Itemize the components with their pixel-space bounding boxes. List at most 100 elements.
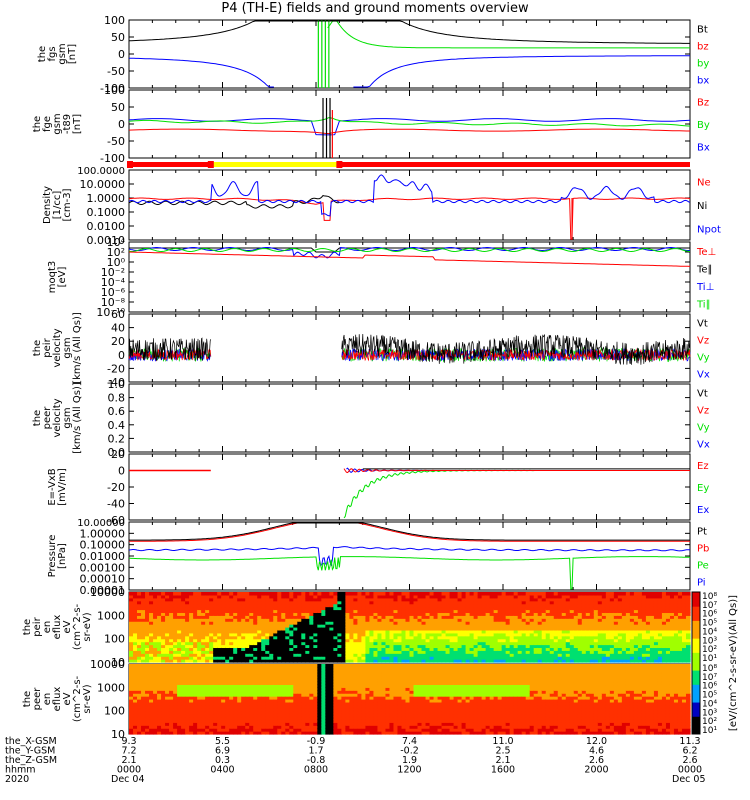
peir_spec-pixel (369, 606, 375, 611)
peir_spec-pixel (577, 653, 583, 657)
peir_spec-pixel (333, 659, 338, 663)
peer_spec-pixel (205, 687, 210, 691)
peir_spec-pixel (269, 624, 274, 628)
peir_spec-pixel (417, 638, 423, 643)
peir_spec-pixel (377, 650, 383, 654)
peir_spec-pixel (473, 624, 479, 628)
peir_spec-pixel (429, 627, 435, 631)
peir_spec-pixel (605, 629, 611, 634)
peir_spec-pixel (669, 641, 675, 646)
peer_spec-ytick-label: 10000 (90, 658, 125, 671)
peer_spec-pixel (149, 731, 154, 735)
peir_spec-pixel (409, 627, 415, 631)
peir_spec-pixel (453, 609, 459, 614)
peir_spec-pixel (453, 592, 459, 596)
peir_spec-pixel (133, 594, 138, 599)
peir_spec-pixel (301, 629, 306, 634)
peir_spec-pixel (621, 606, 627, 611)
peir_spec-pixel (673, 618, 679, 622)
peer_spec-pixel (245, 684, 250, 688)
peir_spec-pixel (233, 618, 238, 622)
peir_spec-pixel (409, 597, 415, 602)
peir_spec-pixel (301, 594, 306, 599)
peir_spec-pixel (245, 653, 250, 657)
peer_spec-pixel (185, 707, 190, 712)
peir_spec-pixel (685, 597, 691, 602)
peir_spec-pixel (657, 629, 663, 634)
peer_spec-pixel (249, 719, 254, 723)
peir_spec-pixel (433, 609, 439, 614)
peir_spec-pixel (373, 629, 379, 634)
peir_spec-pixel (633, 653, 639, 657)
peer_spec-pixel (233, 701, 238, 706)
peir_spec-pixel (513, 629, 519, 634)
peir_spec-pixel (601, 638, 607, 643)
peir_spec-pixel (677, 650, 683, 654)
peir_spec-pixel (389, 592, 395, 596)
peer_spec-pixel (197, 731, 202, 735)
peer_spec-pixel (173, 684, 178, 688)
peer_spec-pixel (133, 693, 138, 697)
peir_spec-pixel (589, 629, 595, 634)
peir_spec-pixel (293, 600, 298, 605)
peir_spec-pixel (621, 594, 627, 599)
peir_spec-pixel (261, 612, 266, 616)
peir_spec-pixel (289, 612, 294, 616)
peir_spec-pixel (665, 647, 671, 651)
peer_spec-pixel (257, 669, 262, 674)
peir_spec-pixel (225, 612, 230, 616)
peir_spec-pixel (477, 597, 483, 602)
peir_spec-pixel (441, 621, 447, 625)
peir_spec-pixel (377, 629, 383, 634)
peir_spec-pixel (293, 621, 298, 625)
peir_spec-pixel (317, 606, 322, 611)
peir_spec-pixel (609, 647, 615, 651)
peer_spec-pixel (229, 722, 234, 726)
peer_spec-pixel (141, 725, 146, 729)
peir_spec-pixel (537, 629, 543, 634)
peir_spec-pixel (257, 650, 262, 654)
peer_spec-pixel (229, 666, 234, 671)
peer_spec-pixel (145, 669, 150, 674)
peir_spec-pixel (413, 650, 419, 654)
peir_spec-pixel (169, 638, 174, 643)
pressure-panel-frame (128, 521, 691, 591)
peir_spec-pixel (521, 641, 527, 646)
peir_spec-pixel (369, 650, 375, 654)
efield-ytick-label: -20 (107, 481, 125, 494)
peir_spec-pixel (437, 600, 443, 605)
peir_spec-pixel (597, 621, 603, 625)
peir_spec-pixel (597, 609, 603, 614)
peir_spec-pixel (253, 592, 258, 596)
peir_spec-pixel (285, 606, 290, 611)
peir_spec-pixel (629, 597, 635, 602)
peir_spec-pixel (541, 624, 547, 628)
peir_spec-pixel (465, 635, 471, 640)
peir_spec-pixel (281, 603, 286, 608)
peer_spec-pixel (173, 722, 178, 726)
peir_spec-pixel (149, 609, 154, 614)
peir_spec-pixel (405, 627, 411, 631)
peir_spec-pixel (625, 600, 631, 605)
peer_spec-pixel (149, 707, 154, 712)
peir_spec-pixel (477, 612, 483, 616)
peer_spec-pixel (245, 731, 250, 735)
peir_spec-pixel (557, 644, 563, 649)
peir_spec-pixel (541, 641, 547, 646)
peir_spec-pixel (657, 592, 663, 596)
peer_spec-pixel (153, 716, 158, 721)
peir_spec-pixel (501, 632, 507, 637)
peir_spec-pixel (341, 624, 346, 628)
peer_spec-pixel (181, 716, 186, 721)
peer_spec-pixel (225, 681, 230, 686)
peir_spec-pixel (153, 603, 158, 608)
peer_spec-pixel (165, 725, 170, 729)
peir_spec-pixel (577, 635, 583, 640)
peer_spec-pixel (249, 687, 254, 691)
peir_spec-ylabel-line: eflux (52, 615, 63, 640)
peir_spec-pixel (321, 594, 326, 599)
peir_spec-pixel (385, 627, 391, 631)
peir_spec-pixel (669, 597, 675, 602)
peir_spec-pixel (593, 603, 599, 608)
peir_spec-pixel (453, 594, 459, 599)
